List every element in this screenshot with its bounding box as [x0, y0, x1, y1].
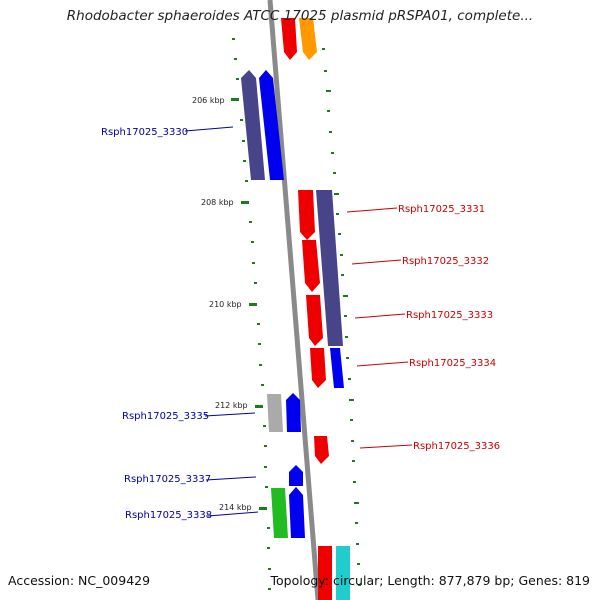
gene-feature-red[interactable] — [318, 546, 332, 600]
gene-feature-orange[interactable] — [299, 18, 317, 60]
gene-feature-navy[interactable] — [316, 190, 343, 346]
gene-label[interactable]: Rsph17025_3338 — [125, 510, 212, 521]
tick-label: 212 kbp — [215, 401, 248, 410]
gene-feature-blue[interactable] — [289, 465, 303, 486]
gene-feature-grey[interactable] — [267, 394, 283, 432]
gene-feature-red[interactable] — [302, 240, 320, 292]
gene-label[interactable]: Rsph17025_3333 — [406, 310, 493, 321]
genome-backbone — [267, 0, 321, 600]
gene-feature-green[interactable] — [271, 488, 288, 538]
gene-label[interactable]: Rsph17025_3332 — [402, 256, 489, 267]
tick-label: 210 kbp — [209, 300, 242, 309]
label-leader-lines — [184, 126, 413, 517]
gene-label[interactable]: Rsph17025_3334 — [409, 358, 496, 369]
accession-text: Accession: NC_009429 — [8, 573, 151, 588]
gene-label[interactable]: Rsph17025_3337 — [124, 474, 211, 485]
gene-label[interactable]: Rsph17025_3331 — [398, 204, 485, 215]
gene-feature-red[interactable] — [314, 436, 329, 464]
map-title: Rhodobacter sphaeroides ATCC 17025 plasm… — [66, 8, 534, 24]
tick-label: 206 kbp — [192, 96, 225, 105]
topology-text: Topology: circular; Length: 877,879 bp; … — [270, 573, 591, 588]
gene-label[interactable]: Rsph17025_3336 — [413, 441, 500, 452]
scale-dots-left — [232, 38, 271, 590]
kbp-tick-marks — [231, 98, 267, 510]
gene-feature-cyan[interactable] — [336, 546, 350, 600]
gene-feature-blue[interactable] — [330, 348, 344, 388]
gene-feature-red[interactable] — [298, 190, 315, 240]
gene-feature-red[interactable] — [310, 348, 326, 388]
gene-label[interactable]: Rsph17025_3330 — [101, 127, 188, 138]
gene-feature-blue[interactable] — [259, 70, 284, 180]
gene-feature-navy[interactable] — [241, 70, 265, 180]
gene-feature-blue[interactable] — [289, 487, 305, 538]
gene-label[interactable]: Rsph17025_3335 — [122, 411, 209, 422]
gene-feature-blue[interactable] — [286, 393, 301, 432]
gene-feature-red[interactable] — [281, 18, 297, 60]
tick-label: 208 kbp — [201, 198, 234, 207]
scale-dots-right — [322, 48, 361, 586]
tick-label: 214 kbp — [219, 503, 252, 512]
gene-feature-red[interactable] — [306, 295, 323, 346]
